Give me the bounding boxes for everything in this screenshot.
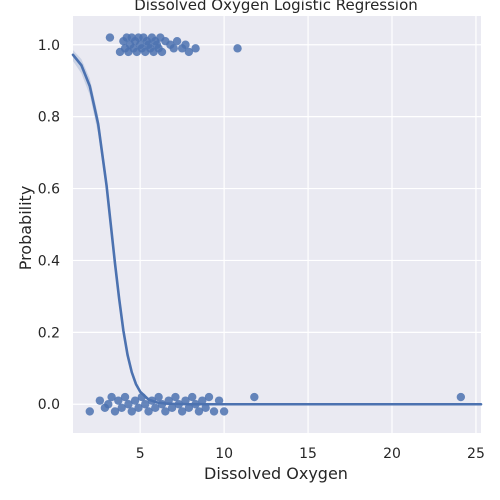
point-outcome-0-18	[154, 392, 163, 402]
x-tick-label-2: 15	[299, 446, 317, 462]
plot-area	[71, 16, 483, 433]
point-outcome-0-20	[161, 407, 170, 416]
point-outcome-1-32	[184, 47, 194, 57]
x-tick-label-0: 5	[136, 446, 145, 462]
point-outcome-0-1	[95, 396, 105, 405]
point-outcome-0-27	[184, 403, 194, 413]
x-tick-labels: 5 10 15 20 25	[136, 446, 485, 462]
point-outcome-1-34	[233, 44, 242, 53]
scatter-points	[85, 33, 466, 416]
point-outcome-0-32	[201, 403, 210, 413]
plot-background	[73, 16, 481, 433]
point-outcome-0-12	[134, 403, 143, 413]
point-outcome-0-0	[85, 407, 94, 416]
point-outcome-0-17	[151, 403, 160, 413]
point-outcome-1-28	[169, 44, 178, 53]
point-outcome-0-6	[114, 396, 123, 405]
fit-line	[71, 53, 483, 406]
point-outcome-0-8	[120, 392, 130, 402]
point-outcome-0-33	[204, 392, 214, 402]
x-tick-label-1: 10	[215, 446, 233, 462]
point-outcome-1-0	[105, 33, 115, 42]
point-outcome-0-37	[250, 392, 259, 402]
point-outcome-0-7	[117, 403, 126, 413]
y-tick-label-4: 0.8	[38, 110, 60, 126]
y-tick-labels: 0.0 0.2 0.4 0.6 0.8 1.0	[38, 38, 60, 413]
point-outcome-1-33	[191, 44, 200, 53]
point-outcome-0-28	[188, 392, 197, 402]
point-outcome-0-3	[104, 400, 113, 409]
point-outcome-0-31	[198, 396, 207, 405]
point-outcome-0-34	[209, 407, 219, 416]
y-tick-label-0: 0.0	[38, 397, 60, 413]
point-outcome-0-15	[144, 407, 153, 416]
y-tick-label-5: 1.0	[38, 38, 60, 54]
y-tick-label-3: 0.6	[38, 182, 60, 198]
point-outcome-0-9	[124, 400, 133, 409]
x-axis-title: Dissolved Oxygen	[204, 464, 348, 483]
logistic-fit-line	[71, 53, 483, 406]
point-outcome-0-10	[127, 407, 136, 416]
point-outcome-0-35	[214, 396, 224, 405]
point-outcome-1-25	[157, 47, 167, 57]
point-outcome-1-29	[172, 36, 182, 46]
point-outcome-0-11	[130, 396, 140, 405]
chart-title: Dissolved Oxygen Logistic Regression	[134, 0, 418, 14]
y-axis-title: Probability	[16, 186, 35, 271]
point-outcome-0-25	[177, 407, 187, 416]
point-outcome-0-22	[167, 403, 177, 413]
point-outcome-0-30	[194, 407, 204, 416]
y-tick-label-2: 0.4	[38, 253, 60, 269]
point-outcome-0-14	[141, 400, 150, 409]
x-tick-label-4: 25	[467, 446, 485, 462]
y-tick-label-1: 0.2	[38, 325, 60, 341]
point-outcome-0-26	[181, 396, 190, 405]
point-outcome-0-23	[171, 392, 180, 402]
point-outcome-1-31	[181, 40, 190, 49]
point-outcome-0-38	[456, 392, 466, 402]
point-outcome-0-4	[107, 392, 116, 402]
point-outcome-0-36	[219, 407, 229, 416]
point-outcome-0-5	[110, 407, 120, 416]
x-tick-label-3: 20	[383, 446, 401, 462]
